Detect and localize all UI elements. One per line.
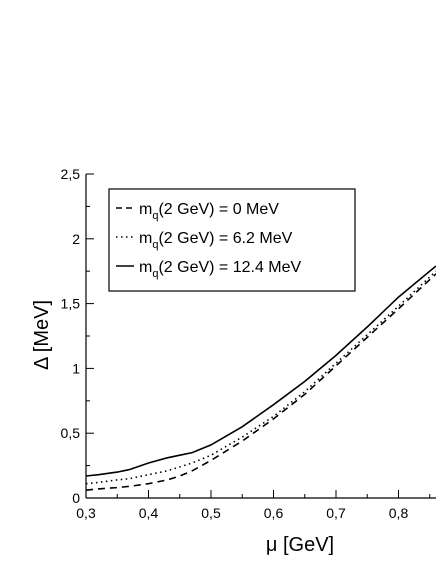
y-tick-label: 1 (72, 360, 80, 376)
series-line-dotted (85, 270, 436, 485)
y-axis-label: Δ [MeV] (31, 300, 53, 370)
x-tick-label: 0,3 (76, 505, 96, 521)
x-axis-label: μ [GeV] (266, 534, 334, 556)
x-tick-label: 0,7 (326, 505, 346, 521)
x-ticks: 0,3 0,4 0,5 0,6 0,7 0,8 (76, 490, 431, 521)
y-tick-label: 2,5 (61, 166, 81, 182)
legend-box (108, 188, 356, 292)
y-tick-label: 0,5 (61, 425, 81, 441)
legend-entry: mq(2 GeV) = 6.2 MeV (139, 230, 293, 251)
y-tick-label: 1,5 (61, 296, 81, 312)
x-tick-label: 0,4 (139, 505, 159, 521)
x-tick-label: 0,8 (389, 505, 409, 521)
plot-area (85, 265, 436, 491)
x-tick-label: 0,6 (264, 505, 284, 521)
series-line-solid (85, 265, 436, 477)
legend-entry: mq(2 GeV) = 0 MeV (139, 201, 279, 222)
y-ticks: 0 0,5 1 1,5 2 2,5 (61, 166, 94, 506)
x-tick-label: 0,5 (201, 505, 221, 521)
legend: mq(2 GeV) = 0 MeV mq(2 GeV) = 6.2 MeV mq(2… (108, 188, 356, 292)
y-tick-label: 2 (72, 231, 80, 247)
series-line-dashed (85, 273, 436, 491)
y-tick-label: 0 (72, 490, 80, 506)
legend-entry: mq(2 GeV) = 12.4 MeV (139, 259, 302, 280)
